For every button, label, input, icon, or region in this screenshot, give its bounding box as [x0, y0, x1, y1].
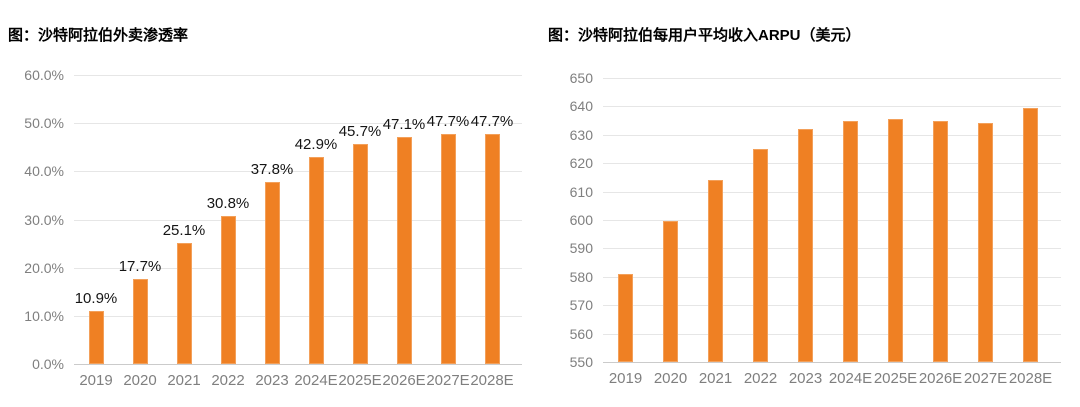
bar-value-label: 10.9% — [74, 290, 118, 308]
gridline — [603, 305, 1061, 306]
gridline — [603, 135, 1061, 136]
bar-value-label: 37.8% — [250, 160, 294, 178]
bar-2026E — [933, 120, 948, 362]
bar-chart-delivery-penetration: 0.0% 10.0% 20.0% 30.0% 40.0% 50.0% 60.0% 10.9% 2… — [8, 0, 540, 407]
bar-2028E — [484, 134, 500, 364]
y-axis-tick-label: 620 — [569, 155, 593, 171]
bar-2023 — [264, 181, 280, 364]
bar-2020 — [663, 221, 678, 362]
chart-title-delivery-penetration: 图：沙特阿拉伯外卖渗透率 — [8, 27, 189, 44]
gridline — [603, 78, 1061, 79]
gridline — [603, 220, 1061, 221]
gridline — [603, 192, 1061, 193]
x-axis-tick-label: 2023 — [255, 372, 289, 389]
x-axis-tick-label: 2027E — [963, 370, 1008, 387]
y-axis-tick-label: 10.0% — [24, 308, 64, 324]
chart-panel-delivery-penetration: 图：沙特阿拉伯外卖渗透率 0.0% 10.0% 20.0% 30.0% 40.0% 50.… — [8, 0, 540, 407]
bar-2022 — [753, 149, 768, 362]
x-axis-tick-label: 2020 — [653, 370, 688, 387]
bar-2027E — [440, 134, 456, 364]
bar-2024E — [843, 120, 858, 362]
bar-value-label: 25.1% — [162, 222, 206, 240]
x-axis-line — [603, 362, 1061, 363]
gridline — [603, 277, 1061, 278]
x-axis-tick-label: 2019 — [608, 370, 643, 387]
gridline — [74, 220, 522, 221]
y-axis-tick-label: 610 — [569, 184, 593, 200]
x-axis-tick-label: 2023 — [788, 370, 823, 387]
x-axis-tick-label: 2026E — [918, 370, 963, 387]
y-axis-tick-label: 570 — [569, 297, 593, 313]
x-axis-tick-label: 2022 — [743, 370, 778, 387]
x-axis-tick-label: 2028E — [1008, 370, 1053, 387]
bar-2025E — [352, 143, 368, 364]
y-axis-tick-label: 650 — [569, 70, 593, 86]
bar-value-label: 17.7% — [118, 257, 162, 275]
y-axis-tick-label: 30.0% — [24, 212, 64, 228]
x-axis-line — [74, 364, 522, 365]
gridline — [603, 334, 1061, 335]
y-axis-tick-label: 630 — [569, 127, 593, 143]
chart-title-arpu: 图：沙特阿拉伯每用户平均收入ARPU（美元） — [548, 27, 861, 44]
x-axis-tick-label: 2024E — [294, 372, 338, 389]
gridline — [74, 171, 522, 172]
y-axis-tick-label: 560 — [569, 326, 593, 342]
x-axis-tick-label: 2024E — [828, 370, 873, 387]
bar-2026E — [396, 137, 412, 364]
bar-chart-arpu: 550 560 570 580 590 600 610 620 630 640 650 2019 202… — [548, 0, 1080, 407]
gridline — [74, 75, 522, 76]
y-axis-tick-label: 20.0% — [24, 260, 64, 276]
x-axis-tick-label: 2020 — [123, 372, 157, 389]
gridline — [603, 106, 1061, 107]
bar-value-label: 47.1% — [382, 116, 426, 134]
bar-2025E — [888, 119, 903, 362]
gridline — [603, 163, 1061, 164]
y-axis-tick-label: 640 — [569, 98, 593, 114]
y-axis-tick-label: 590 — [569, 240, 593, 256]
x-axis-tick-label: 2019 — [79, 372, 113, 389]
bar-2021 — [708, 180, 723, 362]
y-axis-tick-label: 580 — [569, 269, 593, 285]
bar-2020 — [132, 278, 148, 364]
x-axis-tick-label: 2027E — [426, 372, 470, 389]
gridline — [603, 248, 1061, 249]
y-axis-tick-label: 50.0% — [24, 115, 64, 131]
gridline — [74, 268, 522, 269]
x-axis-tick-label: 2022 — [211, 372, 245, 389]
bar-2019 — [618, 273, 633, 362]
x-axis-tick-label: 2026E — [382, 372, 426, 389]
bar-value-label: 47.7% — [426, 113, 470, 131]
y-axis-tick-label: 550 — [569, 354, 593, 370]
y-axis-tick-label: 600 — [569, 212, 593, 228]
x-axis-tick-label: 2025E — [338, 372, 382, 389]
x-axis-tick-label: 2028E — [470, 372, 514, 389]
bar-2024E — [308, 157, 324, 364]
y-axis-tick-label: 0.0% — [32, 356, 64, 372]
x-axis-tick-label: 2021 — [167, 372, 201, 389]
bar-value-label: 47.7% — [470, 113, 514, 131]
bar-2023 — [798, 129, 813, 362]
y-axis-tick-label: 60.0% — [24, 67, 64, 83]
gridline — [74, 123, 522, 124]
bar-2022 — [220, 215, 236, 364]
bar-2019 — [88, 311, 104, 364]
y-axis-tick-label: 40.0% — [24, 163, 64, 179]
bar-2021 — [176, 243, 192, 364]
bar-2028E — [1023, 107, 1038, 362]
bar-value-label: 45.7% — [338, 122, 382, 140]
chart-panel-arpu: 图：沙特阿拉伯每用户平均收入ARPU（美元） 550 560 570 580 590 60… — [548, 0, 1080, 407]
bar-value-label: 30.8% — [206, 194, 250, 212]
bar-value-label: 42.9% — [294, 136, 338, 154]
x-axis-tick-label: 2025E — [873, 370, 918, 387]
gridline — [74, 316, 522, 317]
bar-2027E — [978, 123, 993, 362]
x-axis-tick-label: 2021 — [698, 370, 733, 387]
